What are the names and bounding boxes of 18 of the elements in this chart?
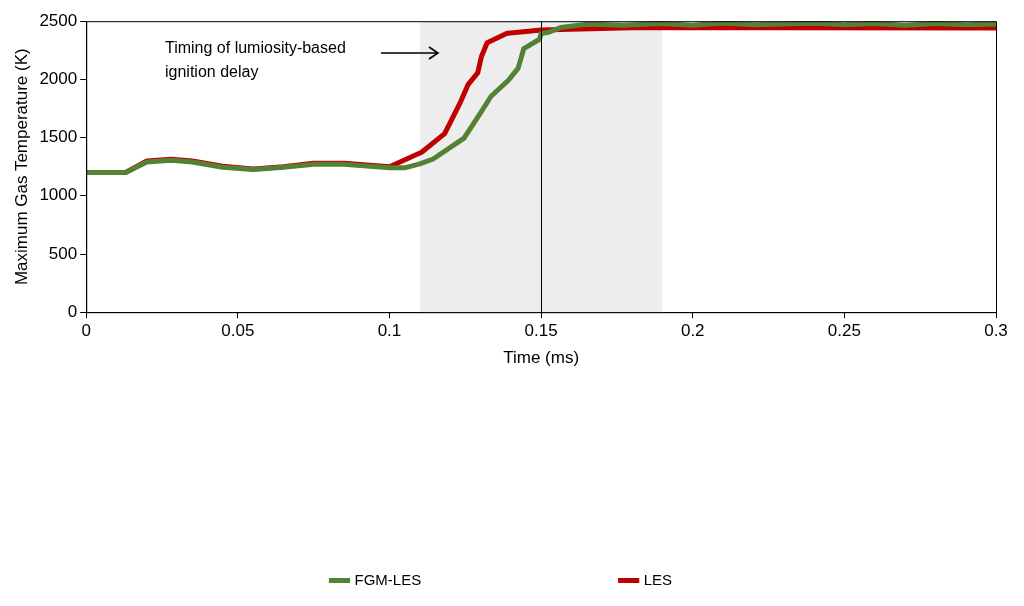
x-tick-label: 0.1 [377,321,402,341]
x-axis-title: Time (ms) [503,348,580,368]
x-tick-label: 0.25 [827,321,861,341]
y-axis-title: Maximum Gas Temperature (K) [11,48,31,286]
x-tick-label: 0.2 [680,321,705,341]
annotation: Timing of lumiosity-based ignition delay [165,38,347,82]
x-tick-label: 0.05 [221,321,255,341]
y-tick-label: 500 [48,243,78,263]
x-tick-label: 0.15 [524,321,558,341]
y-tick-label: 0 [67,301,78,321]
y-tick-label: 2500 [39,10,78,30]
x-tick-label: 0.3 [984,321,1008,341]
legend-label: FGM-LES [354,570,422,588]
y-tick-label: 1500 [39,127,78,147]
x-tick-label: 0 [81,321,91,341]
y-tick-label: 1000 [39,185,78,205]
y-tick-label: 2000 [39,69,78,89]
legend-label: LES [643,570,673,588]
